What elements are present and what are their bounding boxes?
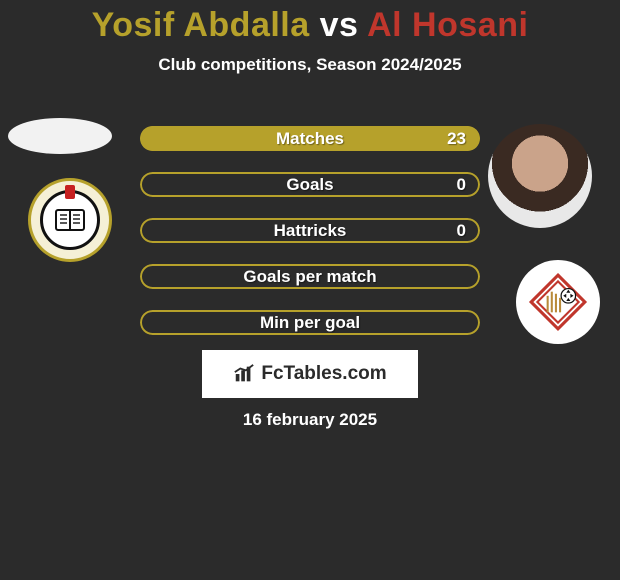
- club-right-badge: [516, 260, 600, 344]
- stat-bar-value: 23: [447, 129, 466, 149]
- stat-bars: Matches23Goals0Hattricks0Goals per match…: [140, 126, 480, 356]
- book-icon: [50, 200, 90, 240]
- page-title: Yosif Abdalla vs Al Hosani: [0, 0, 620, 45]
- subtitle: Club competitions, Season 2024/2025: [0, 55, 620, 75]
- club-left-badge-inner: [40, 190, 100, 250]
- stat-bar: Matches23: [140, 126, 480, 151]
- title-left: Yosif Abdalla: [92, 6, 310, 44]
- branding-text: FcTables.com: [261, 363, 386, 385]
- title-right: Al Hosani: [367, 6, 528, 44]
- stat-bar-label: Min per goal: [140, 313, 480, 333]
- stat-bar: Goals per match: [140, 264, 480, 289]
- date-text: 16 february 2025: [0, 410, 620, 430]
- title-vs: vs: [310, 6, 367, 44]
- stat-bar-label: Hattricks: [140, 221, 480, 241]
- club-right-badge-icon: [527, 271, 589, 333]
- stat-bar-value: 0: [457, 221, 466, 241]
- player-right-avatar: [488, 124, 592, 228]
- stat-bar: Min per goal: [140, 310, 480, 335]
- stat-bar-label: Matches: [140, 129, 480, 149]
- player-left-avatar: [8, 118, 112, 154]
- stat-bar-label: Goals: [140, 175, 480, 195]
- stat-bar-value: 0: [457, 175, 466, 195]
- bar-chart-icon: [233, 363, 255, 385]
- club-left-badge: [28, 178, 112, 262]
- flame-icon: [65, 185, 75, 199]
- stat-bar: Hattricks0: [140, 218, 480, 243]
- stat-bar: Goals0: [140, 172, 480, 197]
- stat-bar-label: Goals per match: [140, 267, 480, 287]
- branding-box: FcTables.com: [202, 350, 418, 398]
